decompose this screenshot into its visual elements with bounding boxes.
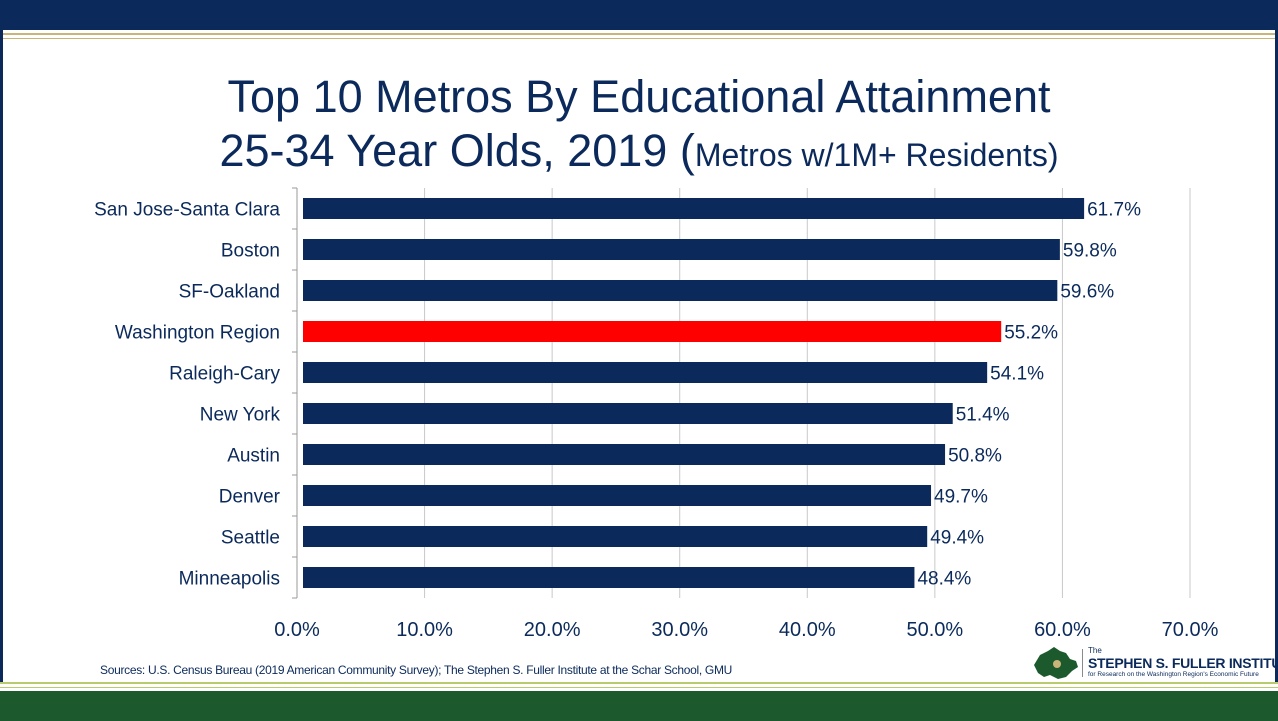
right-border [1275, 30, 1278, 682]
top-rule-thin [0, 38, 1278, 39]
bar [303, 198, 1085, 219]
category-label: Denver [219, 487, 281, 508]
logo-divider [1082, 649, 1083, 677]
bar [303, 526, 928, 547]
data-label: 55.2% [1004, 323, 1058, 344]
data-label: 54.1% [990, 364, 1044, 385]
category-label: Austin [227, 446, 280, 467]
data-label: 50.8% [948, 446, 1002, 467]
data-label: 48.4% [917, 569, 971, 590]
category-label: San Jose-Santa Clara [94, 200, 280, 221]
bottom-banner [0, 691, 1278, 721]
bottom-rule-thin [0, 687, 1278, 688]
logo-name: STEPHEN S. FULLER INSTITUTE [1088, 655, 1278, 671]
data-label: 49.7% [934, 487, 988, 508]
data-label: 59.8% [1063, 241, 1117, 262]
data-label: 49.4% [930, 528, 984, 549]
bar [303, 485, 932, 506]
bar [303, 444, 946, 465]
chart-title: Top 10 Metros By Educational Attainment [227, 71, 1051, 122]
bottom-rule [0, 682, 1278, 684]
category-label: New York [200, 405, 281, 426]
x-tick-label: 60.0% [1034, 619, 1091, 641]
map-logo-icon [1034, 647, 1078, 679]
bar [303, 321, 1002, 342]
left-border [0, 30, 3, 682]
x-tick-label: 10.0% [396, 619, 453, 641]
bar [303, 362, 988, 383]
bar [303, 567, 915, 588]
x-tick-label: 0.0% [274, 619, 320, 641]
data-label: 59.6% [1060, 282, 1114, 303]
institute-logo: The STEPHEN S. FULLER INSTITUTE for Rese… [1030, 645, 1278, 681]
data-label: 51.4% [956, 405, 1010, 426]
category-label: Boston [221, 241, 280, 262]
logo-subtitle: for Research on the Washington Region's … [1088, 671, 1259, 678]
category-label: Washington Region [115, 323, 280, 344]
top-banner [0, 0, 1278, 30]
category-label: Raleigh-Cary [169, 364, 280, 385]
logo-the: The [1088, 646, 1102, 655]
x-tick-label: 40.0% [779, 619, 836, 641]
data-label: 61.7% [1087, 200, 1141, 221]
chart-subtitle: 25-34 Year Olds, 2019 (Metros w/1M+ Resi… [0, 126, 1278, 180]
subtitle-main: 25-34 Year Olds, 2019 ( [219, 125, 695, 176]
x-tick-label: 30.0% [651, 619, 708, 641]
x-tick-label: 20.0% [524, 619, 581, 641]
category-label: SF-Oakland [179, 282, 280, 303]
subtitle-small: Metros w/1M+ Residents) [694, 137, 1059, 173]
category-label: Minneapolis [179, 569, 280, 590]
source-note: Sources: U.S. Census Bureau (2019 Americ… [100, 663, 733, 677]
bar [303, 280, 1058, 301]
category-label: Seattle [221, 528, 280, 549]
x-tick-label: 50.0% [906, 619, 963, 641]
bar [303, 403, 953, 424]
top-rule [0, 33, 1278, 35]
bar [303, 239, 1060, 260]
x-tick-label: 70.0% [1162, 619, 1219, 641]
